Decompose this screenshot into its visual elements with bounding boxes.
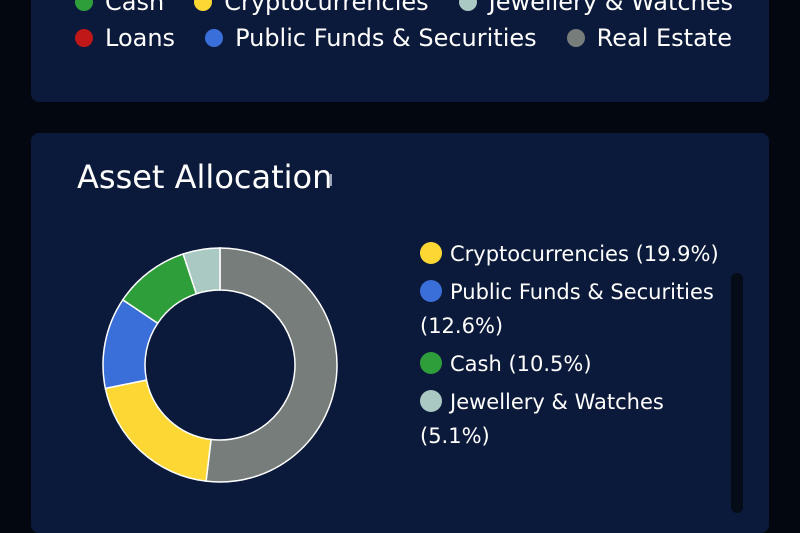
legend-item-jewellery-watches[interactable]: Jewellery & Watches [458,0,734,16]
loans-color-dot [75,29,93,47]
jewellery-color-dot [458,0,477,11]
legend-item-cryptocurrencies[interactable]: Cryptocurrencies [194,0,429,16]
alloc-legend-label: Public Funds & Securities (12.6%) [420,280,714,338]
legend-item-real-estate[interactable]: Real Estate [566,24,732,52]
legend-scrollbar[interactable] [731,273,743,513]
asset-allocation-legend: Cryptocurrencies (19.9%) Public Funds & … [420,237,720,457]
public-funds-color-dot [205,29,224,47]
legend-item-cash[interactable]: Cash [75,0,164,14]
alloc-legend-item-cryptocurrencies[interactable]: Cryptocurrencies (19.9%) [420,237,720,271]
legend-item-public-funds[interactable]: Public Funds & Securities [205,26,537,50]
alloc-legend-item-public-funds[interactable]: Public Funds & Securities (12.6%) [420,275,720,343]
asset-allocation-donut-chart [102,247,338,483]
legend-label: Jewellery & Watches [488,0,734,16]
alloc-legend-label: Cryptocurrencies (19.9%) [450,242,719,266]
legend-label: Real Estate [596,24,732,52]
asset-allocation-card [31,133,769,533]
legend-label: Loans [105,24,176,52]
legend-card [31,0,769,102]
alloc-legend-item-jewellery-watches[interactable]: Jewellery & Watches (5.1%) [420,385,720,453]
real-estate-color-dot [566,29,585,47]
alloc-legend-label: Jewellery & Watches (5.1%) [420,390,664,448]
legend-label: Public Funds & Securities [235,24,537,52]
donut-slice-real-estate[interactable] [205,247,338,483]
cash-color-dot [420,352,442,374]
alloc-legend-label: Cash (10.5%) [450,352,592,376]
cash-color-dot [75,0,93,11]
legend-row-2: Loans Public Funds & Securities Real Est… [75,26,762,50]
legend-label: Cash [105,0,165,16]
cryptocurrencies-color-dot [194,0,213,11]
donut-slice-jewellery-watches[interactable] [182,247,221,295]
jewellery-color-dot [420,390,442,412]
legend-row-1: Cash Cryptocurrencies Jewellery & Watche… [75,0,763,14]
info-cursor-icon [330,174,332,186]
cryptocurrencies-color-dot [420,242,442,264]
donut-slice-cryptocurrencies[interactable] [104,379,212,483]
asset-allocation-title: Asset Allocation [77,158,333,196]
public-funds-color-dot [420,280,442,302]
alloc-legend-item-cash[interactable]: Cash (10.5%) [420,347,720,381]
legend-item-loans[interactable]: Loans [75,26,175,50]
legend-label: Cryptocurrencies [224,0,429,16]
